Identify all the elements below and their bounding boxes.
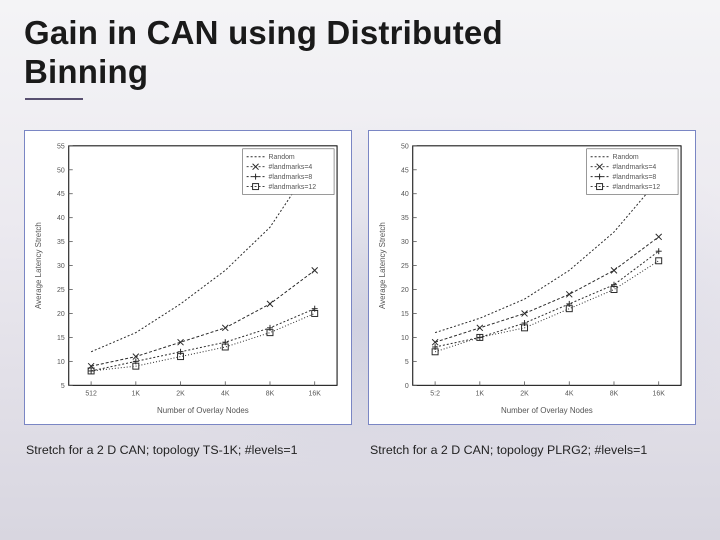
title-line-1: Gain in CAN using Distributed <box>24 14 503 51</box>
right-chart: 0 5 10 15 20 25 30 35 40 45 50 5:2 1K 2K 4K 8K 16K Number… <box>373 135 691 420</box>
svg-text:50: 50 <box>57 167 65 174</box>
svg-text:30: 30 <box>401 239 409 246</box>
svg-text:10: 10 <box>57 359 65 366</box>
svg-text:25: 25 <box>401 263 409 270</box>
svg-text:Average Latency Stretch: Average Latency Stretch <box>34 222 43 309</box>
svg-text:25: 25 <box>57 287 65 294</box>
svg-text:4K: 4K <box>221 390 230 397</box>
svg-text:0: 0 <box>405 383 409 390</box>
svg-text:512: 512 <box>85 390 97 397</box>
svg-text:#landmarks=12: #landmarks=12 <box>268 184 316 191</box>
svg-text:16K: 16K <box>309 390 322 397</box>
svg-text:Number of Overlay Nodes: Number of Overlay Nodes <box>501 406 593 415</box>
right-chart-panel: 0 5 10 15 20 25 30 35 40 45 50 5:2 1K 2K 4K 8K 16K Number… <box>368 130 696 425</box>
svg-text:#landmarks=8: #landmarks=8 <box>612 174 656 181</box>
svg-text:5:2: 5:2 <box>430 390 440 397</box>
svg-text:40: 40 <box>57 215 65 222</box>
svg-text:55: 55 <box>57 143 65 150</box>
svg-text:45: 45 <box>57 191 65 198</box>
svg-text:35: 35 <box>57 239 65 246</box>
svg-text:Random: Random <box>268 154 294 161</box>
svg-text:8K: 8K <box>266 390 275 397</box>
title-underline <box>25 98 83 100</box>
captions-row: Stretch for a 2 D CAN; topology TS-1K; #… <box>24 443 696 457</box>
slide-container: Gain in CAN using Distributed Binning 51… <box>0 0 720 457</box>
left-chart-panel: 5 10 15 20 25 30 35 40 45 50 55 512 1K 2K 4K 8K 16K Numbe… <box>24 130 352 425</box>
svg-text:#landmarks=8: #landmarks=8 <box>268 174 312 181</box>
svg-text:5: 5 <box>405 359 409 366</box>
svg-text:1K: 1K <box>132 390 141 397</box>
svg-text:#landmarks=12: #landmarks=12 <box>612 184 660 191</box>
svg-text:4K: 4K <box>565 390 574 397</box>
right-chart-caption: Stretch for a 2 D CAN; topology PLRG2; #… <box>368 443 696 457</box>
left-chart-caption: Stretch for a 2 D CAN; topology TS-1K; #… <box>24 443 352 457</box>
svg-text:Average Latency Stretch: Average Latency Stretch <box>378 222 387 309</box>
svg-text:35: 35 <box>401 215 409 222</box>
svg-text:40: 40 <box>401 191 409 198</box>
charts-row: 5101520253035404550555121K2K4K8K16KNumbe… <box>24 130 696 425</box>
svg-text:Number of Overlay Nodes: Number of Overlay Nodes <box>157 406 249 415</box>
svg-text:50: 50 <box>401 143 409 150</box>
svg-text:10: 10 <box>401 335 409 342</box>
svg-text:45: 45 <box>401 167 409 174</box>
svg-text:2K: 2K <box>176 390 185 397</box>
svg-text:16K: 16K <box>653 390 666 397</box>
svg-text:15: 15 <box>401 311 409 318</box>
svg-text:30: 30 <box>57 263 65 270</box>
svg-text:15: 15 <box>57 335 65 342</box>
svg-text:2K: 2K <box>520 390 529 397</box>
svg-text:5: 5 <box>61 383 65 390</box>
svg-text:20: 20 <box>401 287 409 294</box>
svg-text:#landmarks=4: #landmarks=4 <box>268 164 312 171</box>
svg-text:#landmarks=4: #landmarks=4 <box>612 164 656 171</box>
svg-text:20: 20 <box>57 311 65 318</box>
page-title: Gain in CAN using Distributed Binning <box>24 14 696 92</box>
title-line-2: Binning <box>24 53 148 90</box>
svg-text:Random: Random <box>612 154 638 161</box>
left-chart: 5 10 15 20 25 30 35 40 45 50 55 512 1K 2K 4K 8K 16K Numbe… <box>29 135 347 420</box>
svg-text:8K: 8K <box>610 390 619 397</box>
svg-text:1K: 1K <box>476 390 485 397</box>
